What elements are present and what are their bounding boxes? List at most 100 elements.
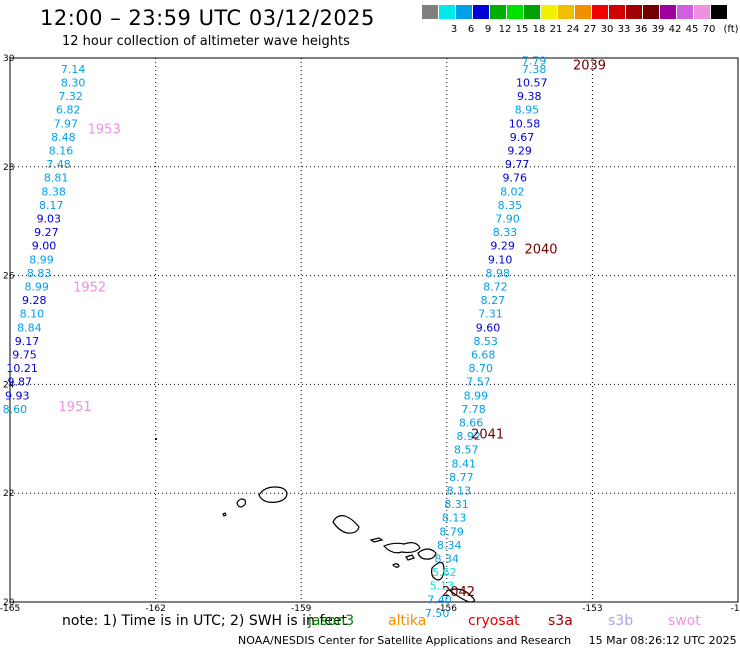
wave-height-value: 10.21 <box>6 362 38 375</box>
wave-height-value: 9.75 <box>12 348 37 361</box>
wave-height-value: 8.83 <box>27 267 52 280</box>
wave-height-value: 8.84 <box>17 321 42 334</box>
wave-height-value: 9.76 <box>502 172 527 185</box>
colorbar-label: 6 <box>467 24 475 35</box>
wave-height-value: 5.13 <box>430 580 455 593</box>
pass-time-label: 2042 <box>442 585 475 600</box>
colorbar-swatch <box>507 5 524 19</box>
wave-height-value: 8.30 <box>61 76 86 89</box>
island-outline <box>447 588 475 603</box>
pass-time-label: 2040 <box>524 242 557 257</box>
wave-height-value: 8.31 <box>444 498 469 511</box>
map-frame <box>9 57 739 603</box>
wave-height-value: 7.90 <box>495 212 520 225</box>
wave-height-value: 7.79 <box>522 55 547 68</box>
colorbar-swatch <box>711 5 728 19</box>
wave-height-value: 8.16 <box>49 144 74 157</box>
colorbar-swatch <box>456 5 473 19</box>
island-outline <box>258 486 288 503</box>
wave-height-value: 8.34 <box>435 552 460 565</box>
wave-height-value: 7.38 <box>522 63 547 76</box>
wave-height-value: 9.38 <box>517 90 542 103</box>
wave-height-value: 7.78 <box>461 403 486 416</box>
wave-height-value: 10.57 <box>516 76 548 89</box>
wave-height-value: 9.03 <box>37 212 62 225</box>
lat-tick-label: 24 <box>3 380 15 390</box>
lat-tick-label: 20 <box>3 598 15 608</box>
wave-height-value: 9.10 <box>488 253 513 266</box>
lat-tick-label: 22 <box>3 489 14 499</box>
wave-height-value: 7.31 <box>478 308 503 321</box>
wave-height-value: 8.10 <box>20 308 45 321</box>
satellite-legend-item: cryosat <box>468 613 520 629</box>
island-outline <box>369 537 384 543</box>
lat-tick-label: 26 <box>3 272 15 282</box>
colorbar-swatch <box>677 5 694 19</box>
wave-height-value: 8.13 <box>442 512 467 525</box>
colorbar-swatch <box>694 5 711 19</box>
colorbar-label: 18 <box>532 24 546 35</box>
wave-height-value: 8.33 <box>493 226 518 239</box>
wave-height-value: 9.00 <box>32 240 57 253</box>
wave-height-value: 8.41 <box>452 457 477 470</box>
wave-height-value: 7.48 <box>46 158 71 171</box>
generation-timestamp: 15 Mar 08:26:12 UTC 2025 <box>588 634 737 647</box>
satellite-legend-item: jason3 <box>308 613 355 629</box>
wave-height-value: 9.67 <box>510 131 535 144</box>
wave-height-value: 7.32 <box>58 90 83 103</box>
colorbar-swatch <box>609 5 626 19</box>
lon-tick-label: -156 <box>437 604 458 614</box>
wave-height-value: 8.35 <box>498 199 523 212</box>
colorbar-label: 42 <box>668 24 682 35</box>
wave-height-value: 8.48 <box>51 131 76 144</box>
footer-credit: NOAA/NESDIS Center for Satellite Applica… <box>238 634 737 647</box>
island-outline <box>222 512 227 517</box>
footer-note: note: 1) Time is in UTC; 2) SWH is in fe… <box>62 613 348 629</box>
wave-height-value: 8.02 <box>500 185 525 198</box>
credit-text: NOAA/NESDIS Center for Satellite Applica… <box>238 634 572 647</box>
colorbar-swatch <box>626 5 643 19</box>
wave-height-value: 9.60 <box>476 321 501 334</box>
colorbar-label: 30 <box>600 24 614 35</box>
colorbar-label: 36 <box>634 24 648 35</box>
colorbar-swatch <box>541 5 558 19</box>
wave-height-value: 8.57 <box>454 444 479 457</box>
satellite-legend-item: s3b <box>608 613 634 629</box>
wave-height-value: 8.17 <box>39 199 64 212</box>
colorbar-label: 3 <box>450 24 458 35</box>
colorbar-label: 27 <box>583 24 597 35</box>
lat-tick-label: 30 <box>3 54 15 64</box>
wave-height-value: 8.53 <box>473 335 498 348</box>
wave-height-value: 6.82 <box>56 104 81 117</box>
wave-height-value: 9.77 <box>505 158 530 171</box>
colorbar-swatch <box>422 5 439 19</box>
colorbar-label: 45 <box>685 24 699 35</box>
colorbar-swatch <box>592 5 609 19</box>
island-outline <box>431 561 445 581</box>
wave-height-value: 8.70 <box>469 362 494 375</box>
colorbar-swatch <box>660 5 677 19</box>
pass-time-label: 1953 <box>88 123 121 138</box>
wave-height-value: 5.62 <box>432 566 457 579</box>
colorbar-label: 39 <box>651 24 665 35</box>
pass-time-label: 1952 <box>73 280 106 295</box>
wave-height-value: 9.28 <box>22 294 47 307</box>
wave-height-value: 9.17 <box>15 335 40 348</box>
wave-height-value: 8.81 <box>44 172 69 185</box>
wave-height-value: 8.66 <box>459 416 484 429</box>
colorbar-swatch <box>575 5 592 19</box>
wave-height-value: 9.87 <box>7 376 32 389</box>
colorbar-swatch <box>524 5 541 19</box>
lat-tick-label: 28 <box>3 163 15 173</box>
wave-height-value: 10.58 <box>509 117 541 130</box>
lon-tick-label: -153 <box>582 604 602 614</box>
lon-tick-label: -165 <box>0 604 20 614</box>
island-outline <box>332 515 360 534</box>
wave-height-value: 8.98 <box>486 267 511 280</box>
colorbar-label: 21 <box>549 24 563 35</box>
wave-height-value: 9.27 <box>34 226 59 239</box>
wave-height-value: 8.77 <box>449 471 474 484</box>
lon-tick-label: -159 <box>291 604 312 614</box>
satellite-legend-item: altika <box>388 613 427 629</box>
